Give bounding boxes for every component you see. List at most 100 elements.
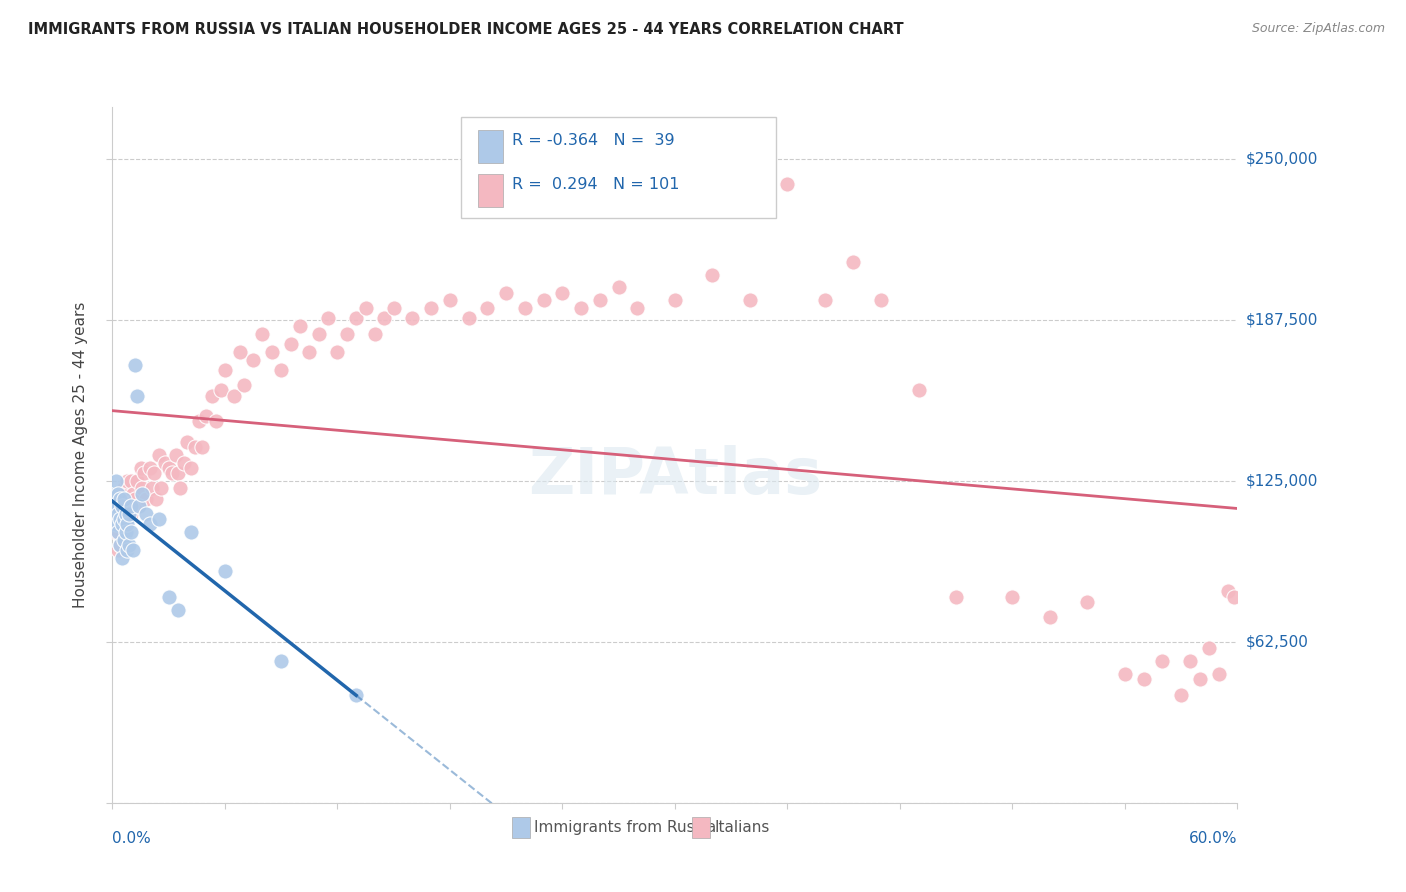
Text: $250,000: $250,000: [1246, 151, 1317, 166]
Point: [191, 440, 214, 454]
Point: [364, 326, 387, 341]
Point: [187, 414, 209, 428]
Point: [260, 344, 283, 359]
Point: [114, 517, 136, 532]
Point: [280, 337, 302, 351]
Point: [1198, 641, 1220, 656]
Point: [103, 486, 125, 500]
Point: [118, 491, 141, 506]
Point: [457, 311, 479, 326]
Point: [907, 384, 929, 398]
Text: IMMIGRANTS FROM RUSSIA VS ITALIAN HOUSEHOLDER INCOME AGES 25 - 44 YEARS CORRELAT: IMMIGRANTS FROM RUSSIA VS ITALIAN HOUSEH…: [28, 22, 904, 37]
Point: [107, 507, 129, 521]
Point: [184, 440, 207, 454]
Point: [242, 352, 264, 367]
Text: $62,500: $62,500: [1246, 634, 1309, 649]
Text: 60.0%: 60.0%: [1189, 830, 1237, 846]
Point: [298, 344, 321, 359]
Point: [108, 512, 131, 526]
Point: [107, 486, 129, 500]
Point: [114, 491, 136, 506]
Point: [111, 486, 134, 500]
Point: [111, 500, 134, 514]
Point: [326, 344, 349, 359]
Point: [439, 293, 461, 308]
Point: [103, 500, 125, 514]
Point: [111, 517, 134, 532]
Point: [702, 268, 724, 282]
Point: [569, 301, 592, 315]
Text: 0.0%: 0.0%: [112, 830, 152, 846]
Point: [495, 285, 517, 300]
Point: [336, 326, 359, 341]
Point: [105, 525, 128, 540]
Point: [533, 293, 555, 308]
Point: [551, 285, 574, 300]
FancyBboxPatch shape: [461, 118, 776, 219]
Point: [776, 178, 799, 192]
Text: Immigrants from Russia: Immigrants from Russia: [534, 820, 717, 835]
Point: [1076, 595, 1098, 609]
Point: [145, 491, 167, 506]
Point: [120, 500, 142, 514]
Point: [214, 363, 236, 377]
Point: [150, 482, 173, 496]
Point: [382, 301, 405, 315]
Point: [214, 564, 236, 578]
Point: [125, 474, 148, 488]
Point: [401, 311, 423, 326]
Bar: [478, 130, 503, 163]
Point: [477, 301, 499, 315]
Point: [1180, 654, 1202, 668]
Point: [139, 517, 162, 532]
Point: [420, 301, 443, 315]
Point: [107, 525, 129, 540]
Point: [354, 301, 377, 315]
Point: [589, 293, 612, 308]
Point: [124, 491, 146, 506]
Point: [316, 311, 339, 326]
Point: [135, 491, 157, 506]
Bar: [692, 817, 710, 838]
Point: [1001, 590, 1024, 604]
Point: [270, 363, 292, 377]
Point: [105, 517, 128, 532]
Point: [148, 448, 170, 462]
Point: [270, 654, 292, 668]
Y-axis label: Householder Income Ages 25 - 44 years: Householder Income Ages 25 - 44 years: [73, 301, 89, 608]
Point: [195, 409, 218, 424]
Point: [112, 533, 135, 547]
Point: [1152, 654, 1174, 668]
Point: [229, 344, 252, 359]
Point: [842, 254, 865, 268]
Point: [105, 500, 128, 514]
Point: [112, 482, 135, 496]
Point: [117, 543, 139, 558]
Point: [945, 590, 967, 604]
Point: [232, 378, 254, 392]
Point: [107, 543, 129, 558]
Point: [814, 293, 837, 308]
Point: [117, 507, 139, 521]
Point: [344, 688, 367, 702]
Point: [1222, 590, 1244, 604]
Point: [112, 512, 135, 526]
Text: Source: ZipAtlas.com: Source: ZipAtlas.com: [1251, 22, 1385, 36]
Point: [107, 500, 129, 514]
Point: [157, 590, 180, 604]
Point: [108, 538, 131, 552]
Point: [870, 293, 893, 308]
Point: [120, 474, 142, 488]
Point: [131, 482, 153, 496]
Point: [167, 466, 190, 480]
Point: [114, 507, 136, 521]
Point: [139, 460, 162, 475]
Point: [112, 491, 135, 506]
Text: R =  0.294   N = 101: R = 0.294 N = 101: [512, 178, 679, 193]
Point: [122, 486, 145, 500]
Point: [125, 389, 148, 403]
Point: [129, 460, 152, 475]
Point: [165, 448, 187, 462]
Point: [128, 500, 150, 514]
Point: [124, 358, 146, 372]
